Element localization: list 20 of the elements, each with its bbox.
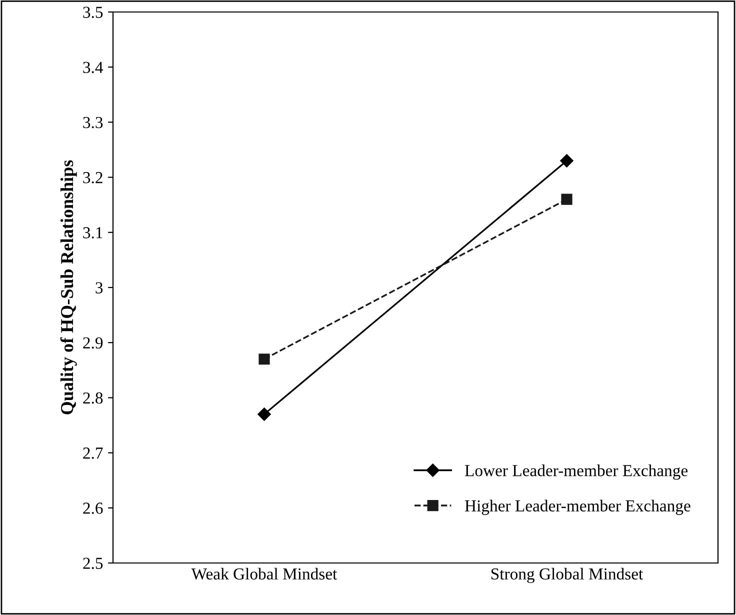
point [561,194,572,205]
legend-label: Lower Leader-member Exchange [464,464,688,480]
y-tick-label: 2.8 [83,392,103,404]
y-tick-label: 3.3 [83,116,103,128]
x-tick-label: Weak Global Mindset [191,568,338,580]
y-tick-label: 3 [96,282,103,294]
y-tick-label: 3.1 [83,227,102,238]
y-tick-label: 2.9 [83,337,103,349]
y-axis-title: Quality of HQ-Sub Relationships [60,160,77,414]
y-tick-label: 2.6 [83,502,103,514]
y-tick-label: 3.4 [83,62,104,74]
y-tick-label: 2.7 [83,448,103,459]
point [258,354,270,365]
point [560,154,574,168]
y-tick-label: 2.5 [83,558,103,570]
legend-label: Higher Leader-member Exchange [464,500,690,515]
point [258,408,271,421]
y-tick-label: 3.2 [83,172,102,184]
x-tick-label: Strong Global Mindset [491,568,644,584]
y-tick-label: 3.5 [83,6,103,18]
